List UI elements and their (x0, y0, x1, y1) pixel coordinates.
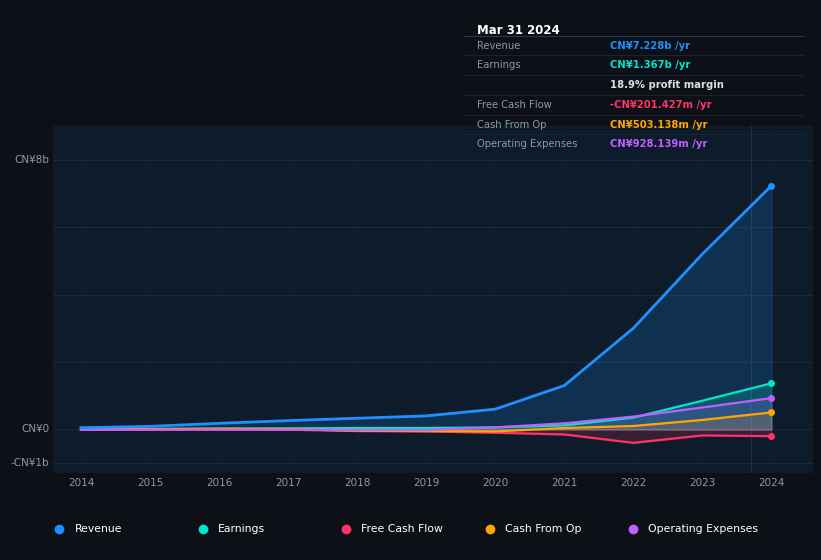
Text: Revenue: Revenue (75, 524, 122, 534)
Text: 18.9% profit margin: 18.9% profit margin (610, 80, 724, 90)
Text: CN¥1.367b /yr: CN¥1.367b /yr (610, 60, 690, 71)
Text: Operating Expenses: Operating Expenses (478, 139, 578, 150)
Text: Mar 31 2024: Mar 31 2024 (478, 24, 560, 36)
Text: Free Cash Flow: Free Cash Flow (478, 100, 553, 110)
Text: Earnings: Earnings (218, 524, 265, 534)
Text: CN¥8b: CN¥8b (15, 155, 49, 165)
Text: CN¥0: CN¥0 (21, 424, 49, 435)
Text: CN¥928.139m /yr: CN¥928.139m /yr (610, 139, 708, 150)
Text: Operating Expenses: Operating Expenses (649, 524, 759, 534)
Text: CN¥7.228b /yr: CN¥7.228b /yr (610, 40, 690, 50)
Text: Free Cash Flow: Free Cash Flow (361, 524, 443, 534)
Text: Earnings: Earnings (478, 60, 521, 71)
Text: CN¥503.138m /yr: CN¥503.138m /yr (610, 120, 708, 129)
Text: Revenue: Revenue (478, 40, 521, 50)
Text: Cash From Op: Cash From Op (478, 120, 547, 129)
Text: Cash From Op: Cash From Op (505, 524, 581, 534)
Text: -CN¥1b: -CN¥1b (11, 458, 49, 468)
Text: -CN¥201.427m /yr: -CN¥201.427m /yr (610, 100, 712, 110)
